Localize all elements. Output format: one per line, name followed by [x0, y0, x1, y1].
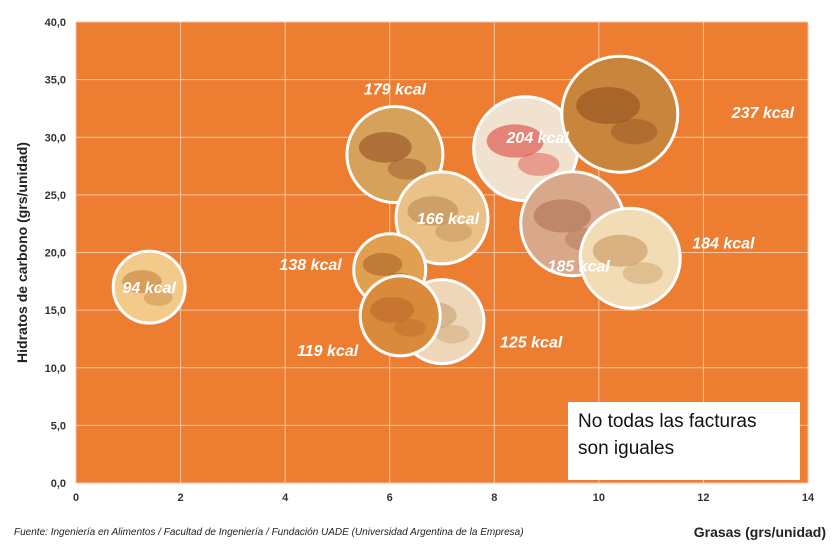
note-line-1: No todas las facturas: [578, 411, 757, 432]
x-axis-title: Grasas (grs/unidad): [694, 524, 826, 540]
data-point: [578, 206, 682, 310]
pastry-shape: [387, 158, 427, 180]
pastry-shape: [611, 118, 658, 145]
x-tick-label: 14: [802, 492, 815, 504]
pastry-shape: [435, 221, 472, 242]
point-label: 204 kcal: [506, 130, 570, 147]
pastry-shape: [517, 152, 560, 176]
point-label: 237 kcal: [731, 105, 795, 122]
x-tick-label: 10: [593, 492, 605, 504]
source-caption: Fuente: Ingeniería en Alimentos / Facult…: [14, 527, 524, 538]
y-tick-label: 15,0: [45, 305, 66, 317]
y-tick-label: 5,0: [51, 420, 66, 432]
x-tick-label: 12: [697, 492, 709, 504]
point-label: 125 kcal: [500, 335, 563, 352]
point-label: 94 kcal: [123, 280, 177, 297]
data-point: [358, 274, 442, 358]
x-tick-label: 8: [491, 492, 497, 504]
point-label: 179 kcal: [364, 82, 427, 99]
data-point: [394, 170, 490, 266]
x-tick-label: 0: [73, 492, 79, 504]
y-tick-label: 35,0: [45, 75, 66, 87]
data-point: [560, 54, 680, 174]
y-tick-label: 25,0: [45, 190, 66, 202]
y-tick-label: 30,0: [45, 132, 66, 144]
data-points: 94 kcal 138 kcal 119 kcal 125 kcal 179 kcal 1…: [111, 54, 795, 366]
x-tick-label: 4: [282, 492, 289, 504]
point-label: 138 kcal: [279, 257, 342, 274]
y-axis-ticks: 0,0 5,0 10,0 15,0 20,0 25,0 30,0 35,0 40,0: [45, 17, 66, 490]
pastry-shape: [486, 124, 544, 158]
y-axis-title: Hidratos de carbono (grs/unidad): [14, 142, 30, 363]
pastry-shape: [143, 289, 173, 306]
pastry-shape: [370, 297, 415, 323]
y-tick-label: 0,0: [51, 478, 66, 490]
pastry-shape: [592, 234, 648, 267]
pastry-shape: [622, 262, 663, 285]
note-box: No todas las facturas son iguales: [568, 402, 800, 480]
pastry-shape: [358, 131, 412, 163]
y-tick-label: 40,0: [45, 17, 66, 29]
pastry-shape: [394, 319, 427, 337]
x-tick-label: 6: [387, 492, 393, 504]
y-tick-label: 20,0: [45, 248, 66, 260]
data-point: [111, 249, 187, 325]
pastry-shape: [407, 196, 459, 226]
note-line-2: son iguales: [578, 438, 675, 459]
pastry-shape: [435, 325, 470, 344]
point-label: 119 kcal: [297, 343, 359, 360]
x-axis-ticks: 0 2 4 6 8 10 12 14: [73, 492, 815, 504]
pastry-shape: [122, 270, 162, 294]
pastry-shape: [533, 199, 591, 233]
x-tick-label: 2: [178, 492, 184, 504]
point-label: 185 kcal: [548, 259, 611, 276]
point-label: 166 kcal: [417, 211, 480, 228]
y-tick-label: 10,0: [45, 363, 66, 375]
pastry-shape: [576, 86, 641, 125]
pastry-shape: [362, 252, 403, 276]
point-label: 184 kcal: [692, 235, 755, 252]
